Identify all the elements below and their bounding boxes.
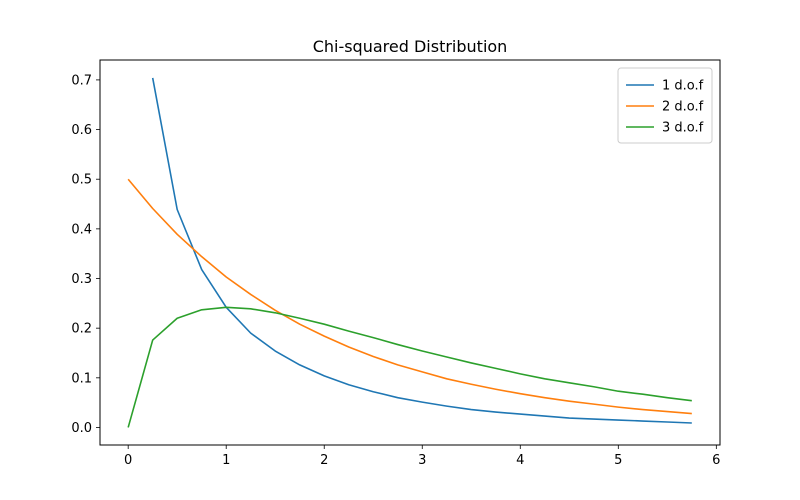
y-tick-label: 0.5 (71, 173, 92, 188)
plot-series (127, 77, 692, 428)
y-tick-label: 0.1 (71, 371, 92, 386)
series-line-2 (127, 178, 692, 415)
y-tick-label: 0.4 (71, 222, 92, 237)
y-axis: 0.0 0.1 0.2 0.3 0.4 0.5 0.6 0.7 (71, 73, 100, 436)
plot-frame (99, 59, 721, 446)
x-axis: 0 1 2 3 4 5 6 (124, 445, 720, 468)
chart-title: Chi-squared Distribution (313, 37, 508, 56)
legend: 1 d.o.f 2 d.o.f 3 d.o.f (617, 67, 713, 144)
series-line-1 (151, 77, 692, 424)
series-line-3 (127, 306, 692, 428)
x-tick-label: 5 (614, 453, 622, 468)
y-tick-label: 0.3 (71, 272, 92, 287)
legend-label-2: 2 d.o.f (662, 100, 704, 115)
legend-label-1: 1 d.o.f (662, 79, 704, 94)
x-tick-label: 2 (320, 453, 328, 468)
x-tick-label: 3 (418, 453, 426, 468)
x-tick-label: 4 (516, 453, 524, 468)
y-tick-label: 0.7 (71, 73, 92, 88)
y-tick-label: 0.2 (71, 322, 92, 337)
y-tick-label: 0.6 (71, 123, 92, 138)
x-tick-label: 6 (712, 453, 720, 468)
y-tick-label: 0.0 (71, 421, 92, 436)
x-tick-label: 1 (222, 453, 230, 468)
legend-box (617, 67, 713, 144)
x-tick-label: 0 (124, 453, 132, 468)
legend-label-3: 3 d.o.f (662, 121, 704, 136)
